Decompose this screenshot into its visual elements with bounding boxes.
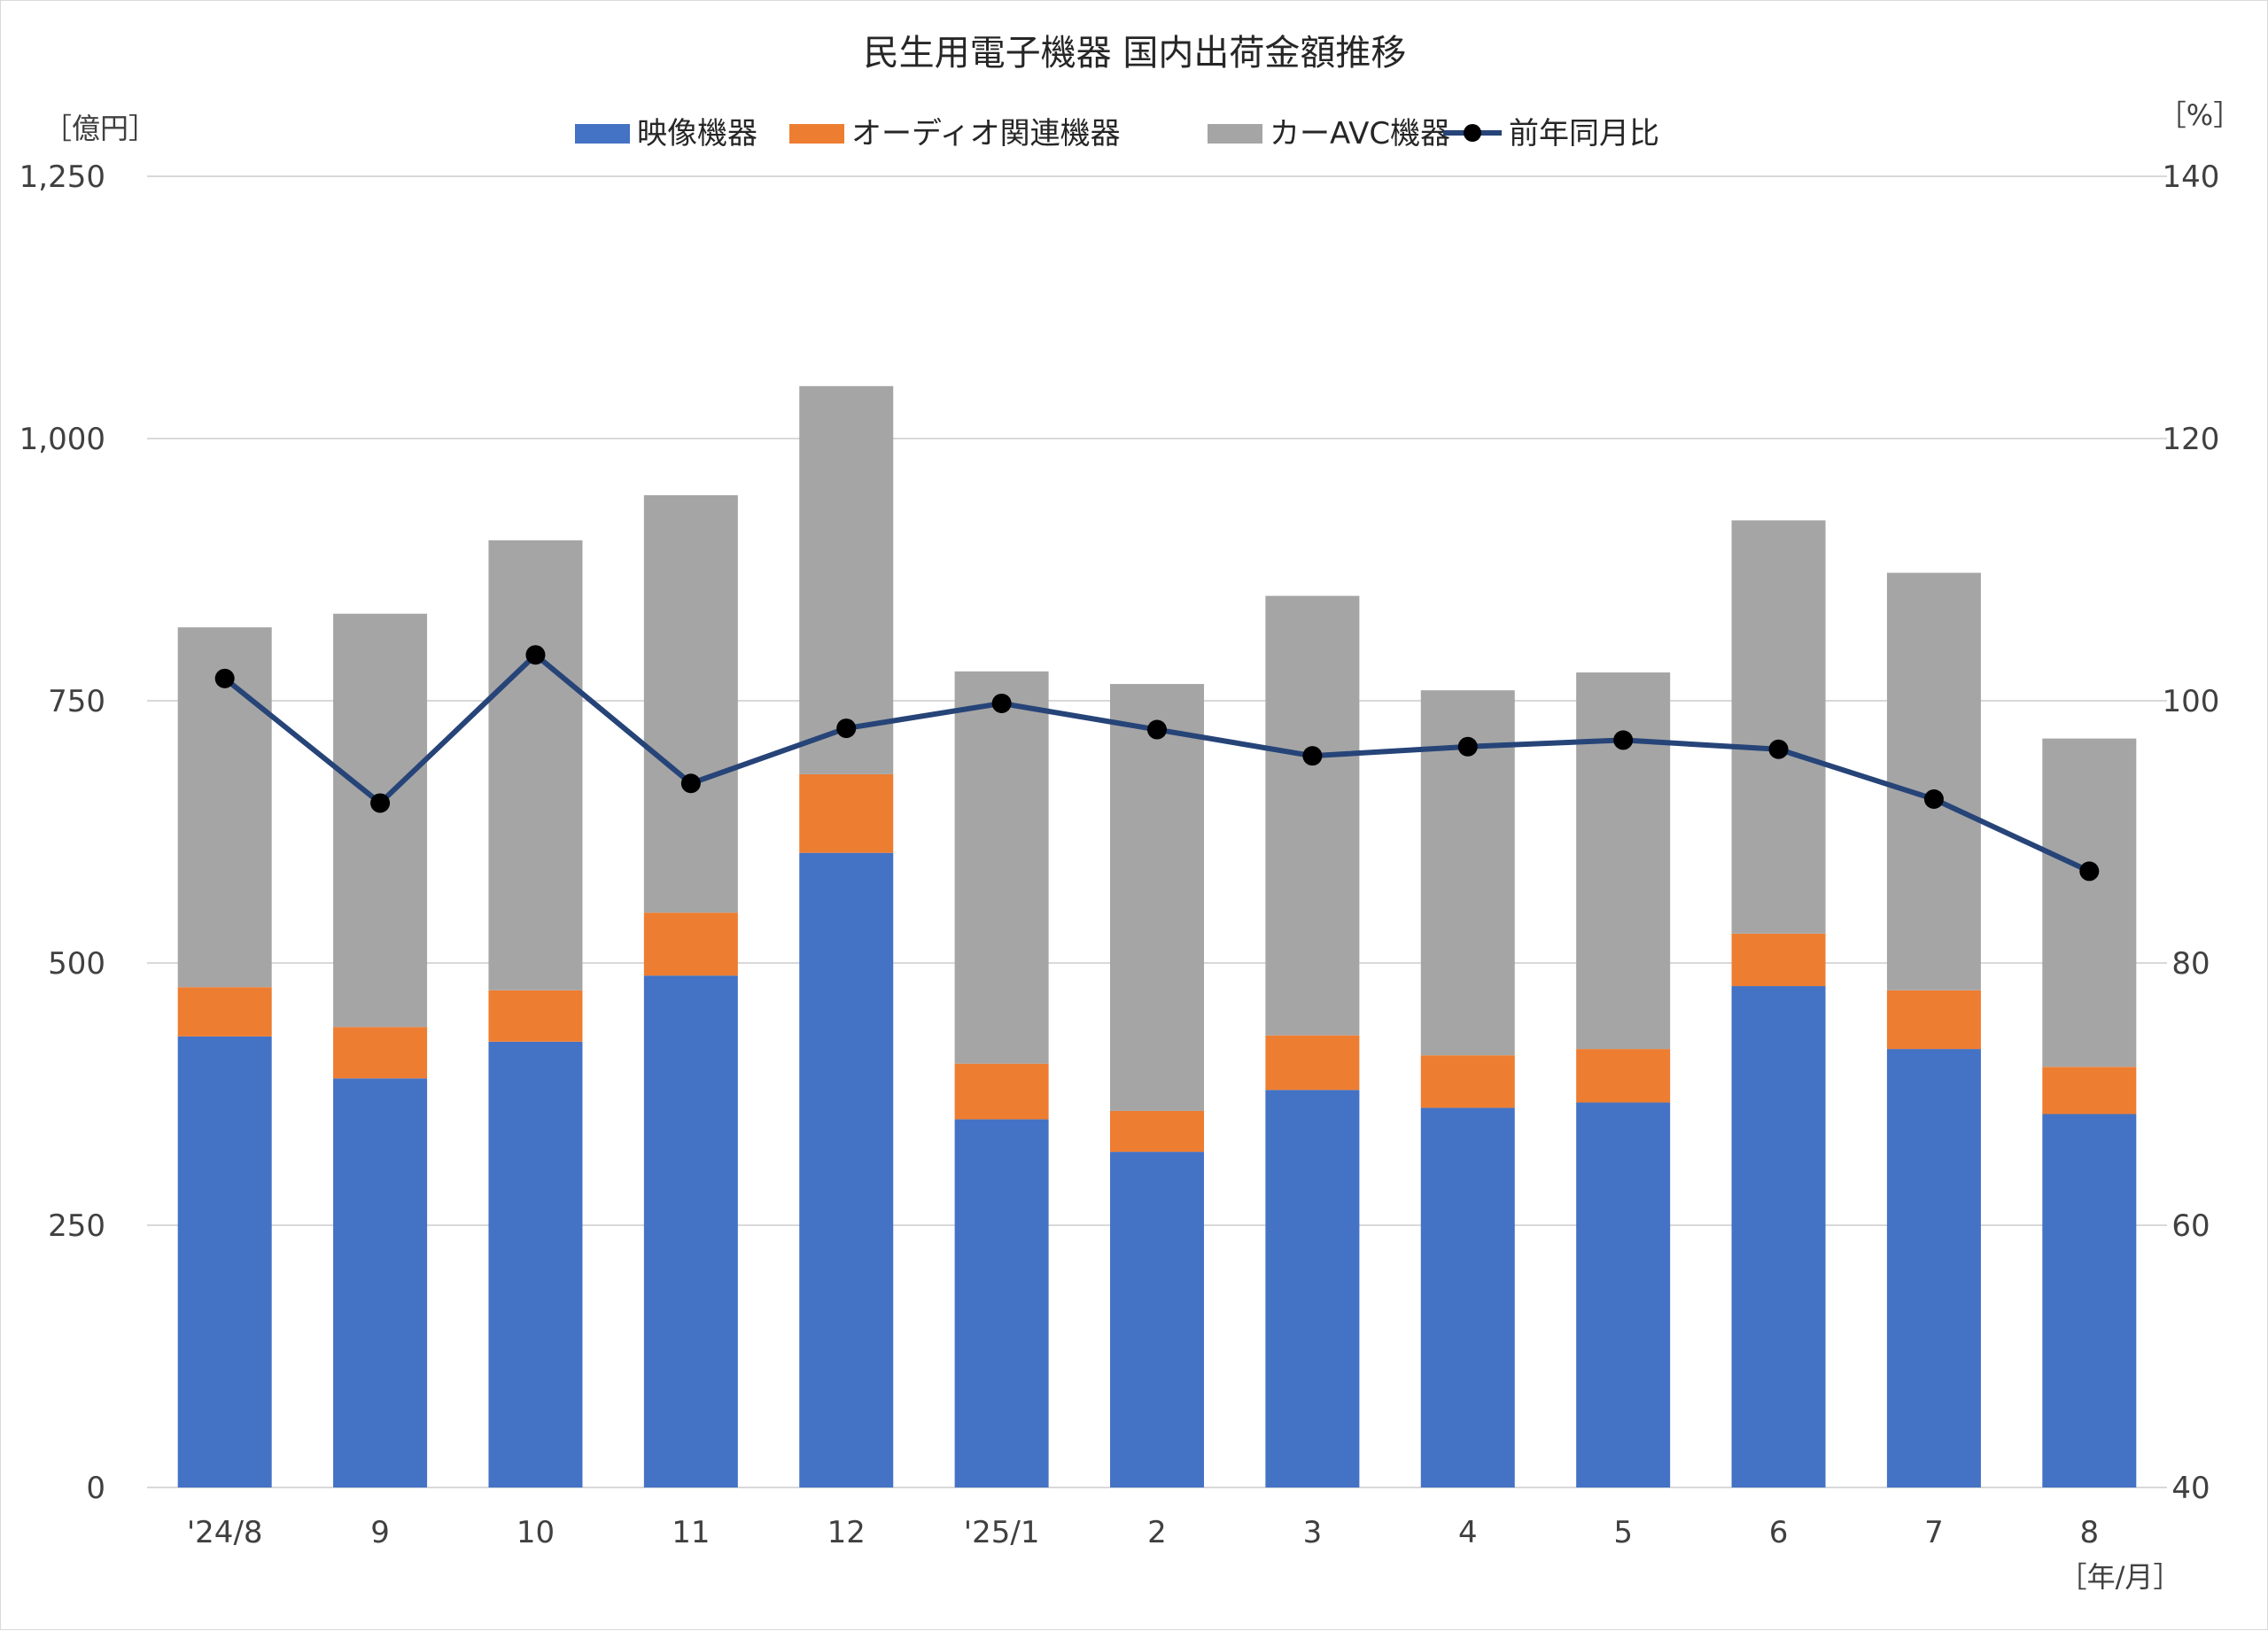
line-point	[1457, 736, 1478, 757]
x-tick-label: '25/1	[964, 1515, 1040, 1550]
bar-segment	[1420, 1055, 1515, 1108]
bar-segment	[954, 1119, 1049, 1487]
bar-segment	[954, 671, 1049, 1064]
bar-segment	[1420, 1107, 1515, 1487]
bar-segment	[1576, 1049, 1671, 1103]
x-tick-label: 2	[1147, 1515, 1167, 1550]
y-left-tick-label: 1,250	[19, 159, 105, 195]
x-tick-label: '24/8	[187, 1515, 263, 1550]
y-right-tick-label: 140	[2163, 159, 2220, 195]
x-tick-label: 11	[672, 1515, 710, 1550]
bar-segment	[488, 990, 583, 1042]
y-left-tick-label: 500	[48, 946, 105, 982]
bar-segment	[333, 1078, 428, 1487]
line-layer	[214, 645, 2100, 882]
bar-segment	[1731, 933, 1826, 987]
bar-segment	[799, 385, 894, 774]
bar-segment	[1886, 1049, 1981, 1487]
line-point	[1768, 739, 1789, 759]
bar-segment	[643, 494, 738, 913]
legend-swatch	[789, 124, 844, 144]
bar-layer	[177, 385, 2137, 1487]
legend-layer: 映像機器 オーディオ関連機器 カーAVC機器 前年同月比	[575, 116, 1659, 151]
line-point	[370, 793, 391, 813]
bar-segment	[1265, 1035, 1360, 1091]
bar-segment	[1576, 1102, 1671, 1487]
y-right-tick-label: 40	[2171, 1471, 2210, 1506]
chart-title: 民生用電子機器 国内出荷金額推移	[864, 33, 1407, 74]
x-tick-label: 12	[827, 1515, 866, 1550]
x-tick-label: 6	[1769, 1515, 1789, 1550]
axis-layer: 0 250 500 750 1,000 1,250 40 60 80 100 120 140 '24/8…	[19, 159, 2220, 1550]
legend-label: カーAVC機器	[1270, 116, 1450, 151]
line-point	[1923, 789, 1944, 809]
y-left-tick-label: 750	[48, 684, 105, 719]
x-tick-label: 8	[2079, 1515, 2099, 1550]
bar-segment	[333, 1027, 428, 1079]
y-left-tick-label: 1,000	[19, 422, 105, 457]
legend-label: 前年同月比	[1509, 116, 1659, 151]
legend-swatch	[1208, 124, 1262, 144]
legend-label: オーディオ関連機器	[851, 116, 1121, 151]
x-tick-label: 3	[1303, 1515, 1323, 1550]
bar-segment	[177, 1036, 272, 1487]
y-right-unit: ［%］	[2158, 98, 2241, 132]
legend-label: 映像機器	[637, 116, 757, 151]
bar-segment	[488, 1041, 583, 1487]
legend-marker	[1464, 124, 1481, 142]
x-tick-label: 7	[1924, 1515, 1944, 1550]
x-tick-label: 9	[370, 1515, 390, 1550]
y-right-tick-label: 100	[2163, 684, 2220, 719]
bar-segment	[177, 987, 272, 1037]
bar-segment	[1265, 595, 1360, 1036]
bar-segment	[1576, 672, 1671, 1050]
bar-segment	[799, 773, 894, 853]
line-point	[1302, 746, 1323, 766]
line-point	[1147, 719, 1167, 740]
line-point	[991, 693, 1012, 713]
y-right-tick-label: 60	[2171, 1208, 2210, 1244]
line-point	[680, 773, 701, 794]
bar-segment	[1731, 986, 1826, 1487]
bar-segment	[1731, 520, 1826, 934]
x-unit: ［年/月］	[2059, 1560, 2182, 1594]
bar-segment	[1110, 684, 1204, 1111]
bar-segment	[954, 1063, 1049, 1120]
bar-segment	[488, 540, 583, 990]
x-tick-label: 4	[1458, 1515, 1478, 1550]
bar-segment	[2042, 1067, 2137, 1115]
line-point	[214, 668, 235, 688]
bar-segment	[1110, 1152, 1204, 1487]
y-right-tick-label: 120	[2163, 422, 2220, 457]
line-point	[525, 645, 546, 665]
y-left-unit: ［億円］	[43, 112, 157, 145]
bar-segment	[643, 913, 738, 976]
bar-segment	[1110, 1110, 1204, 1153]
bar-segment	[1886, 572, 1981, 990]
bar-segment	[2042, 1114, 2137, 1487]
y-right-tick-label: 80	[2171, 946, 2210, 982]
y-left-tick-label: 0	[86, 1471, 105, 1506]
bar-segment	[799, 852, 894, 1487]
legend-swatch	[575, 124, 630, 144]
bar-segment	[1886, 990, 1981, 1050]
bar-segment	[2042, 738, 2137, 1068]
x-tick-label: 10	[517, 1515, 555, 1550]
line-point	[1613, 730, 1634, 750]
bar-segment	[643, 975, 738, 1487]
bar-segment	[333, 613, 428, 1028]
line-point	[2079, 861, 2100, 882]
y-left-tick-label: 250	[48, 1208, 105, 1244]
bar-segment	[1265, 1090, 1360, 1487]
x-tick-label: 5	[1613, 1515, 1633, 1550]
line-point	[836, 718, 857, 739]
